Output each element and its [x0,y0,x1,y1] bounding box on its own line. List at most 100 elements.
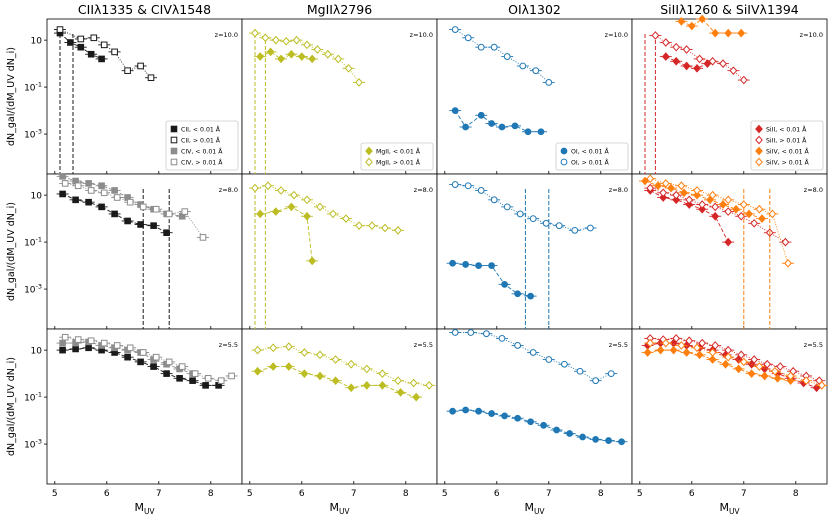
data-point [711,202,720,212]
x-tick-label: 8 [403,489,409,499]
panel-frame [436,173,633,330]
data-point [672,42,681,52]
data-point [181,208,189,215]
series-model-line [454,29,550,83]
redshift-label: z=8.0 [804,186,823,194]
panel-frame [241,328,438,485]
data-point [561,360,568,368]
data-point [316,202,324,212]
panel: z=5.5 [241,328,438,485]
data-point [540,421,547,429]
data-point [607,370,615,378]
data-point [77,35,85,43]
legend-marker [560,147,568,155]
data-point [100,339,108,347]
data-point [672,195,681,205]
data-point [555,222,563,230]
data-point [72,345,79,353]
panel-series-group [639,174,794,329]
data-point [592,377,599,385]
legend: OI, < 0.01 Å OI, > 0.01 Å [555,142,629,171]
data-point [331,355,340,364]
data-point [501,280,509,288]
y-tick-label: 10 [31,192,43,202]
data-point [498,123,506,131]
data-point [532,67,540,75]
series-model-line [254,32,360,83]
data-point [271,35,280,45]
data-point [137,221,144,228]
x-axis-label: MUV [134,501,155,515]
data-point [113,194,121,201]
legend-box [360,142,434,171]
x-tick-label: 7 [351,489,357,499]
data-point [176,375,183,382]
data-point [695,54,704,64]
data-point [137,62,144,70]
data-point [537,128,545,136]
data-point [812,383,821,393]
redshift-label: z=10.0 [605,31,628,39]
data-point [111,187,118,194]
data-point [514,290,521,298]
data-point [711,211,720,221]
data-point [685,336,694,346]
data-point [178,363,186,370]
data-point [773,373,782,383]
x-tick-label: 7 [156,489,162,499]
data-point [61,180,69,187]
data-point [693,63,701,73]
y-axis-label: dN_gal/(dM_UV dN_i) [6,357,17,456]
data-point [519,62,527,70]
data-point [412,392,421,402]
series-model-line [644,180,763,220]
data-point [139,349,147,356]
data-point [659,193,668,202]
data-point [646,338,655,348]
data-point [724,237,733,247]
data-point [256,209,265,219]
panel-series-group [446,181,597,329]
legend-marker [365,157,373,167]
data-point [449,407,457,415]
data-point [124,67,131,74]
data-point [342,214,350,223]
series-model-line [65,336,232,382]
data-point [303,211,311,221]
redshift-label: z=5.5 [609,341,628,349]
column-title: SiIIλ1260 & SiIVλ1394 [660,2,799,17]
panel-frame [241,173,438,330]
data-point [111,210,118,218]
data-point [618,438,625,446]
data-point [503,53,511,60]
data-point [687,21,696,31]
data-point [269,362,278,371]
data-point [672,190,681,200]
data-point [490,43,498,51]
data-point [721,359,730,369]
data-point [698,204,707,214]
data-point [323,49,332,59]
data-point [251,28,259,38]
data-point [553,426,560,434]
data-point [693,190,701,200]
redshift-label: z=10.0 [800,31,823,39]
data-point [677,16,686,26]
legend-marker [170,147,178,155]
data-point [451,26,459,33]
data-point [737,28,746,38]
data-point [355,221,363,231]
data-point [98,55,105,63]
data-point [475,407,483,415]
data-point [251,183,259,193]
series-model-line [665,56,708,69]
data-point [545,79,553,86]
y-tick-label: 10 [31,347,43,357]
legend-marker [755,135,763,145]
y-tick-label: 10-3 [24,283,42,296]
x-tick-label: 7 [546,489,552,499]
legend-entry: OI, < 0.01 Å [571,147,610,156]
data-point [284,342,293,351]
data-point [344,63,353,73]
series-model-line [62,175,183,217]
